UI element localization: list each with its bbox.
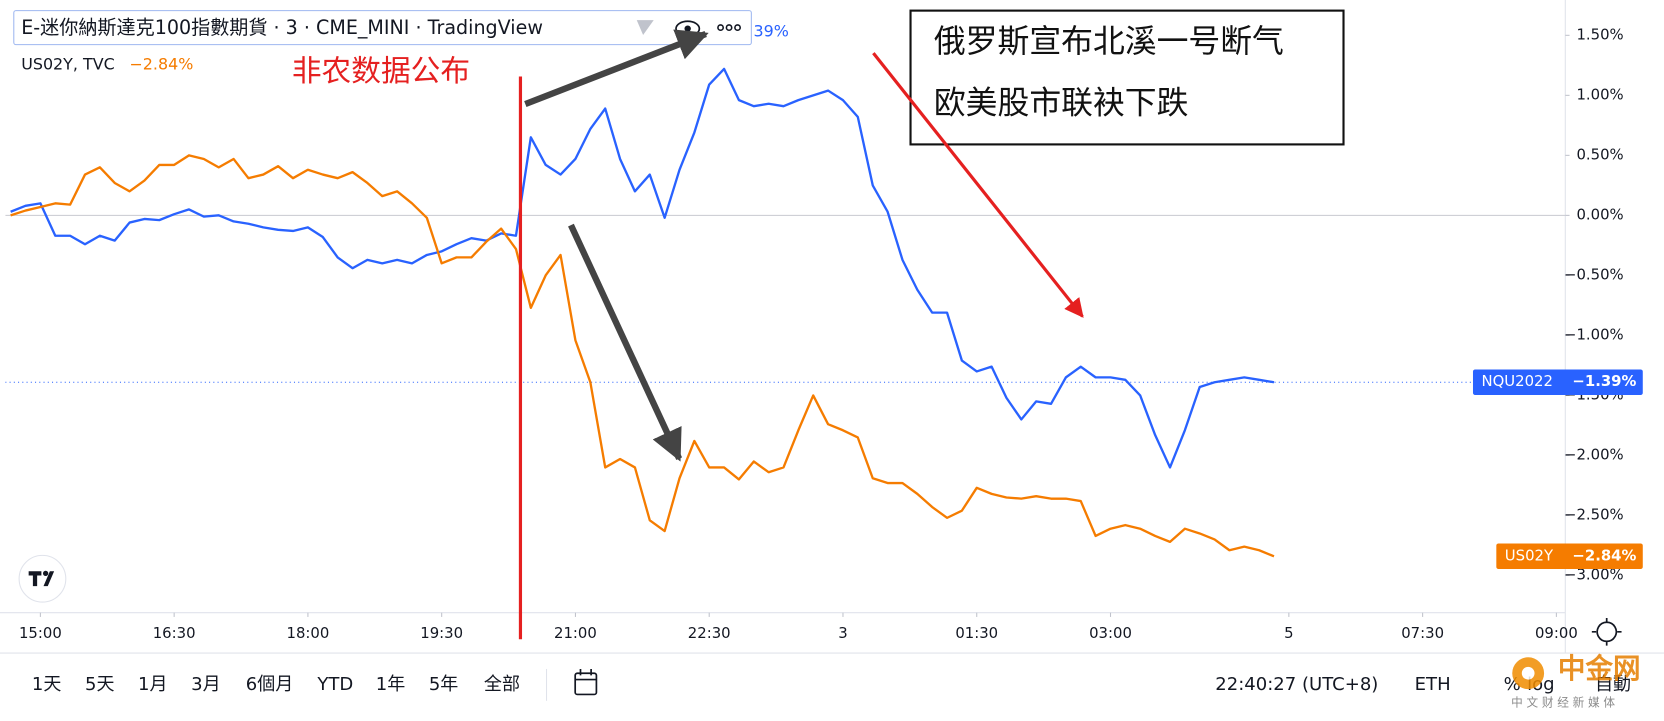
x-tick-label: 19:30 xyxy=(420,624,463,642)
price-tag xyxy=(1496,543,1643,570)
range-button[interactable]: 1年 xyxy=(376,674,406,695)
series-line xyxy=(10,67,1275,469)
x-tick-label: 5 xyxy=(1284,624,1293,642)
y-tick-label: 0.00% xyxy=(1576,205,1623,223)
annotation-line: 俄罗斯宣布北溪一号断气 xyxy=(934,24,1284,59)
x-tick-label: 3 xyxy=(838,624,847,642)
x-tick-label: 16:30 xyxy=(153,624,196,642)
range-button[interactable]: 1天 xyxy=(32,674,62,695)
y-tick-label: 1.00% xyxy=(1576,85,1623,103)
range-button[interactable]: 5年 xyxy=(429,674,459,695)
x-tick-label: 18:00 xyxy=(287,624,330,642)
price-tag-value: −2.84% xyxy=(1572,546,1636,564)
x-tick-label: 15:00 xyxy=(19,624,62,642)
toolbar-session[interactable]: ETH xyxy=(1415,674,1451,695)
watermark-sub: 中 文 财 经 新 媒 体 xyxy=(1511,695,1615,709)
plot-area xyxy=(5,67,1566,558)
header-title: E-迷你納斯達克100指數期貨 · 3 · CME_MINI · Trading… xyxy=(21,16,543,39)
y-tick-label: 0.50% xyxy=(1576,145,1623,163)
x-tick-label: 09:00 xyxy=(1535,624,1578,642)
range-button[interactable]: 6個月 xyxy=(246,674,294,695)
y-tick-label: −2.50% xyxy=(1564,505,1624,523)
series-line xyxy=(10,154,1275,558)
range-button[interactable]: 1月 xyxy=(138,674,168,695)
flag-icon[interactable] xyxy=(636,20,654,36)
arrow xyxy=(524,29,709,108)
x-tick-label: 21:00 xyxy=(554,624,597,642)
calendar-icon[interactable] xyxy=(574,668,598,696)
axes: 1.50%1.00%0.50%0.00%−0.50%−1.00%−1.50%−2… xyxy=(19,25,1643,642)
y-tick-label: −0.50% xyxy=(1564,265,1624,283)
y-tick-label: 1.50% xyxy=(1576,25,1623,43)
arrow xyxy=(568,223,683,462)
annotation-line: 欧美股市联袂下跌 xyxy=(934,85,1189,120)
x-tick-label: 22:30 xyxy=(688,624,731,642)
range-button[interactable]: 全部 xyxy=(484,674,520,695)
arrow xyxy=(872,52,1084,318)
x-tick-label: 01:30 xyxy=(955,624,998,642)
y-tick-label: −2.00% xyxy=(1564,445,1624,463)
price-tag-name: US02Y xyxy=(1505,546,1554,564)
watermark: 中金网 中 文 财 经 新 媒 体 xyxy=(1511,652,1640,709)
more-icon[interactable] xyxy=(717,24,742,32)
price-tag-name: NQU2022 xyxy=(1481,372,1552,390)
x-tick-label: 03:00 xyxy=(1089,624,1132,642)
legend-value: −2.84% xyxy=(129,54,193,73)
tv-logo xyxy=(18,554,67,603)
range-button[interactable]: 3月 xyxy=(191,674,221,695)
toolbar: 1天 5天 1月 3月 6個月 YTD 1年 5年 全部 22:40:27 (UTC+8) ETH%… xyxy=(32,618,1631,701)
header-box xyxy=(13,10,752,46)
x-tick-label: 07:30 xyxy=(1401,624,1444,642)
range-button[interactable]: YTD xyxy=(316,674,353,695)
range-button[interactable]: 5天 xyxy=(85,674,115,695)
price-tag-value: −1.39% xyxy=(1572,372,1636,390)
y-tick-label: −1.00% xyxy=(1564,325,1624,343)
settings-icon[interactable] xyxy=(1591,618,1622,646)
y-tick-label: −3.00% xyxy=(1564,565,1624,583)
toolbar-auto[interactable]: 自動 xyxy=(1595,674,1631,695)
header-value: 39% xyxy=(753,21,788,40)
toolbar-clock: 22:40:27 (UTC+8) xyxy=(1215,674,1378,695)
annotation-box xyxy=(909,9,1345,146)
legend-text: US02Y, TVC xyxy=(21,54,114,73)
event-label: 非农数据公布 xyxy=(292,55,470,88)
price-tag xyxy=(1472,369,1643,395)
watermark-name: 中金网 xyxy=(1558,652,1641,685)
